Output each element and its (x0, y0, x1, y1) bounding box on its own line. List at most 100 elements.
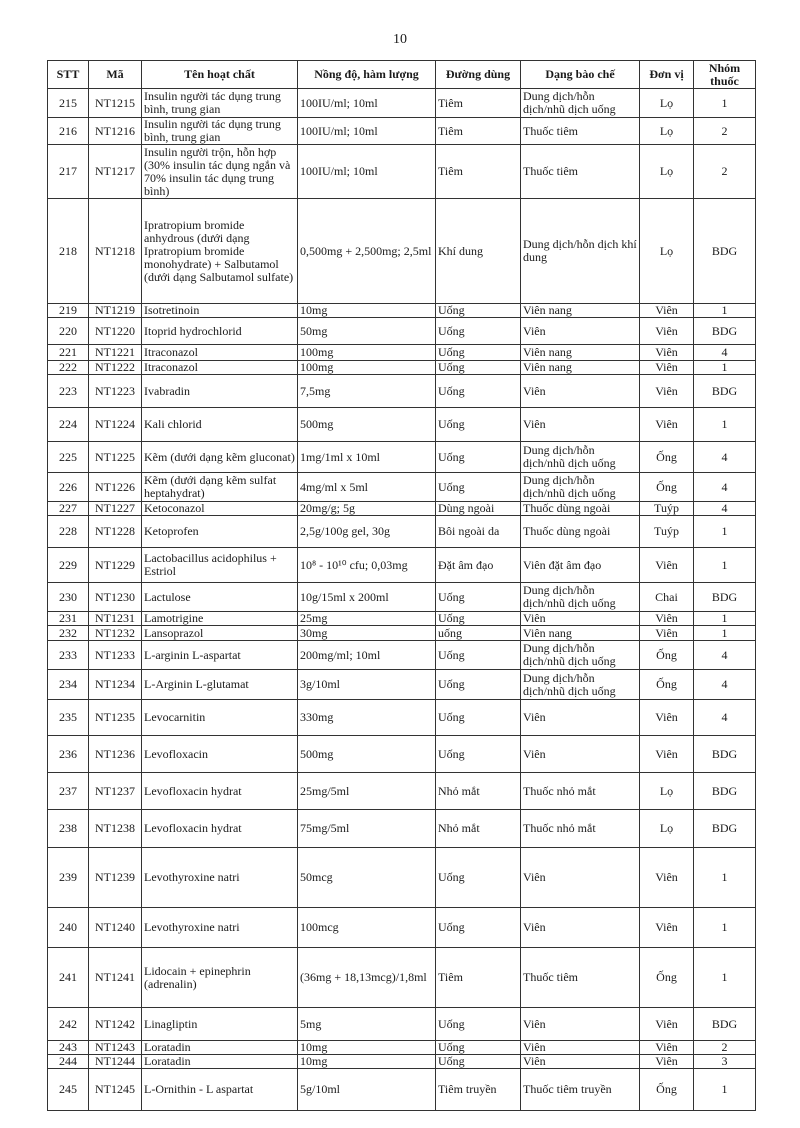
header-drug-group: Nhóm thuốc (693, 60, 756, 89)
table-row: 236 NT1236 Levofloxacin 500mg Uống Viên Viên BD… (47, 735, 756, 773)
cell-concentration: 100mg (297, 360, 436, 375)
cell-dosage-form: Thuốc tiêm (520, 947, 640, 1008)
cell-concentration: 4mg/ml x 5ml (297, 472, 436, 502)
cell-drug-group: 1 (693, 303, 756, 318)
table-row: 242 NT1242 Linagliptin 5mg Uống Viên Viên BDG (47, 1007, 756, 1041)
cell-stt: 241 (47, 947, 89, 1008)
cell-unit: Ống (639, 640, 694, 670)
cell-drug-group: 4 (693, 472, 756, 502)
page-number: 10 (393, 32, 407, 47)
cell-active-ingredient: Ipratropium bromide anhydrous (dưới dạng… (141, 198, 298, 304)
cell-dosage-form: Viên (520, 1054, 640, 1069)
cell-drug-group: BDG (693, 317, 756, 345)
table-row: 240 NT1240 Levothyroxine natri 100mcg Uống Vi… (47, 907, 756, 948)
cell-dosage-form: Viên (520, 317, 640, 345)
cell-dosage-form: Viên (520, 907, 640, 948)
cell-concentration: 100IU/ml; 10ml (297, 117, 436, 145)
table-row: 220 NT1220 Itoprid hydrochlorid 50mg Uống Viê… (47, 317, 756, 345)
cell-drug-group: BDG (693, 374, 756, 408)
cell-concentration: 7,5mg (297, 374, 436, 408)
cell-unit: Ống (639, 472, 694, 502)
cell-dosage-form: Viên (520, 847, 640, 908)
cell-stt: 229 (47, 547, 89, 583)
table-row: 225 NT1225 Kẽm (dưới dạng kẽm gluconat) 1mg… (47, 441, 756, 473)
cell-code: NT1222 (88, 360, 142, 375)
cell-concentration: (36mg + 18,13mcg)/1,8ml (297, 947, 436, 1008)
cell-active-ingredient: L-Ornithin - L aspartat (141, 1068, 298, 1111)
cell-code: NT1245 (88, 1068, 142, 1111)
table-row: 241 NT1241 Lidocain + epinephrin (adrenali… (47, 947, 756, 1008)
cell-drug-group: 3 (693, 1054, 756, 1069)
table-row: 238 NT1238 Levofloxacin hydrat 75mg/5ml Nhỏ … (47, 809, 756, 848)
cell-route: Uống (435, 407, 521, 442)
header-code: Mã (88, 60, 142, 89)
cell-dosage-form: Viên (520, 374, 640, 408)
table-row: 234 NT1234 L-Arginin L-glutamat 3g/10ml Uống… (47, 669, 756, 700)
cell-unit: Viên (639, 625, 694, 641)
header-route: Đường dùng (435, 60, 521, 89)
cell-route: uống (435, 625, 521, 641)
cell-unit: Viên (639, 907, 694, 948)
cell-route: Bôi ngoài da (435, 515, 521, 548)
cell-stt: 226 (47, 472, 89, 502)
cell-unit: Viên (639, 344, 694, 361)
cell-stt: 230 (47, 582, 89, 612)
cell-code: NT1223 (88, 374, 142, 408)
cell-drug-group: BDG (693, 198, 756, 304)
cell-unit: Tuýp (639, 515, 694, 548)
cell-stt: 225 (47, 441, 89, 473)
cell-stt: 221 (47, 344, 89, 361)
cell-stt: 238 (47, 809, 89, 848)
cell-drug-group: 1 (693, 611, 756, 626)
cell-stt: 228 (47, 515, 89, 548)
cell-concentration: 10g/15ml x 200ml (297, 582, 436, 612)
cell-active-ingredient: Levofloxacin hydrat (141, 772, 298, 810)
cell-route: Đặt âm đạo (435, 547, 521, 583)
cell-dosage-form: Viên (520, 1007, 640, 1041)
cell-drug-group: 1 (693, 947, 756, 1008)
cell-concentration: 200mg/ml; 10ml (297, 640, 436, 670)
cell-route: Uống (435, 1054, 521, 1069)
cell-code: NT1226 (88, 472, 142, 502)
cell-dosage-form: Dung dịch/hỗn dịch/nhũ dịch uống (520, 640, 640, 670)
cell-code: NT1239 (88, 847, 142, 908)
cell-active-ingredient: Lactobacillus acidophilus + Estriol (141, 547, 298, 583)
cell-dosage-form: Viên nang (520, 303, 640, 318)
cell-stt: 237 (47, 772, 89, 810)
cell-dosage-form: Dung dịch/hỗn dịch/nhũ dịch uống (520, 472, 640, 502)
cell-concentration: 500mg (297, 407, 436, 442)
cell-concentration: 10mg (297, 1040, 436, 1055)
cell-code: NT1233 (88, 640, 142, 670)
cell-dosage-form: Viên (520, 1040, 640, 1055)
cell-active-ingredient: Ketoprofen (141, 515, 298, 548)
cell-drug-group: 2 (693, 117, 756, 145)
cell-unit: Viên (639, 1007, 694, 1041)
cell-stt: 215 (47, 88, 89, 118)
cell-route: Uống (435, 640, 521, 670)
cell-route: Uống (435, 472, 521, 502)
table-row: 219 NT1219 Isotretinoin 10mg Uống Viên nang Vi… (47, 303, 756, 318)
cell-active-ingredient: Levofloxacin (141, 735, 298, 773)
cell-dosage-form: Dung dịch/hỗn dịch/nhũ dịch uống (520, 582, 640, 612)
cell-drug-group: 1 (693, 360, 756, 375)
cell-drug-group: BDG (693, 735, 756, 773)
cell-unit: Viên (639, 407, 694, 442)
cell-route: Nhỏ mắt (435, 772, 521, 810)
cell-code: NT1236 (88, 735, 142, 773)
cell-route: Uống (435, 582, 521, 612)
cell-code: NT1221 (88, 344, 142, 361)
table-row: 227 NT1227 Ketoconazol 20mg/g; 5g Dùng ngoài… (47, 501, 756, 516)
cell-route: Tiêm (435, 117, 521, 145)
cell-active-ingredient: Levocarnitin (141, 699, 298, 736)
table-row: 216 NT1216 Insulin người tác dụng trung bì… (47, 117, 756, 145)
cell-code: NT1240 (88, 907, 142, 948)
cell-stt: 218 (47, 198, 89, 304)
table-body: 215 NT1215 Insulin người tác dụng trung bì… (47, 88, 756, 1111)
cell-route: Uống (435, 847, 521, 908)
cell-code: NT1244 (88, 1054, 142, 1069)
cell-active-ingredient: Ketoconazol (141, 501, 298, 516)
cell-concentration: 1mg/1ml x 10ml (297, 441, 436, 473)
cell-active-ingredient: Itoprid hydrochlorid (141, 317, 298, 345)
table-row: 224 NT1224 Kali chlorid 500mg Uống Viên Viên 1 (47, 407, 756, 442)
cell-dosage-form: Thuốc tiêm (520, 117, 640, 145)
